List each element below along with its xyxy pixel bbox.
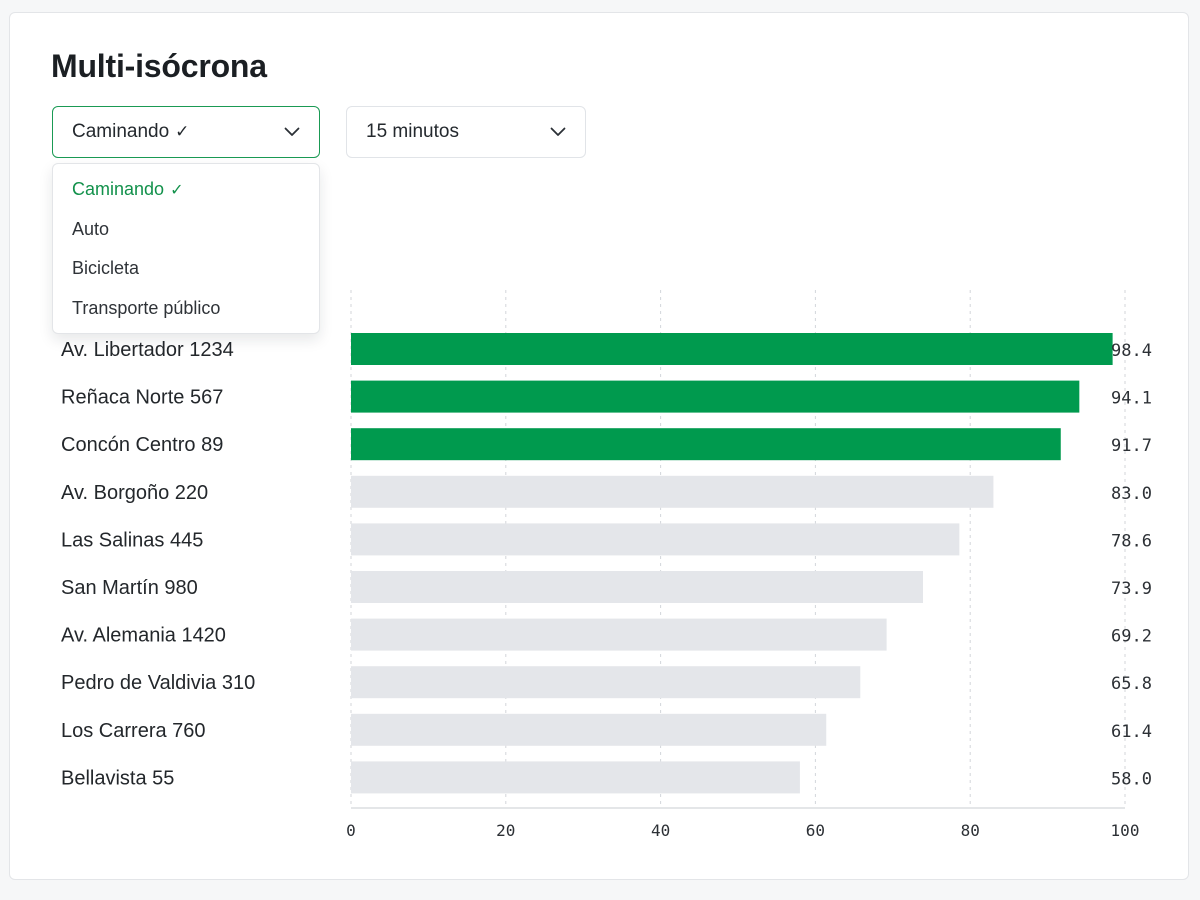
- x-tick-label: 20: [496, 821, 515, 840]
- bar: [351, 571, 923, 603]
- bar: [351, 761, 800, 794]
- value-label: 78.6: [1111, 531, 1152, 551]
- category-label: Los Carrera 760: [61, 720, 206, 742]
- travel-mode-menu: Caminando ✓ Auto Bicicleta Transporte púb…: [52, 163, 320, 334]
- x-tick-label: 60: [806, 821, 825, 840]
- x-tick-label: 80: [961, 821, 980, 840]
- time-value: 15 minutos: [366, 121, 459, 142]
- category-label: Av. Borgoño 220: [61, 482, 208, 504]
- value-label: 94.1: [1111, 389, 1152, 409]
- value-label: 65.8: [1111, 674, 1152, 694]
- category-label: Concón Centro 89: [61, 434, 223, 456]
- x-tick-label: 0: [346, 821, 356, 840]
- check-icon: ✓: [175, 122, 190, 141]
- check-icon: ✓: [170, 181, 184, 199]
- bar: [351, 333, 1113, 365]
- value-label: 69.2: [1111, 627, 1152, 647]
- time-dropdown[interactable]: 15 minutos: [346, 106, 586, 158]
- bar: [351, 618, 887, 651]
- value-label: 98.4: [1111, 341, 1152, 361]
- category-label: San Martín 980: [61, 577, 198, 599]
- bar: [351, 523, 960, 556]
- value-label: 61.4: [1111, 722, 1152, 742]
- travel-mode-value: Caminando: [72, 121, 170, 142]
- menu-item-transporte-publico[interactable]: Transporte público: [53, 289, 319, 329]
- category-label: Av. Libertador 1234: [61, 339, 234, 361]
- value-label: 58.0: [1111, 769, 1152, 789]
- bar: [351, 428, 1061, 461]
- bar: [351, 666, 861, 699]
- menu-item-label: Transporte público: [72, 297, 221, 318]
- category-label: Reñaca Norte 567: [61, 387, 223, 409]
- value-label: 73.9: [1111, 579, 1152, 599]
- value-label: 91.7: [1111, 436, 1152, 456]
- page-title: Multi-isócrona: [51, 48, 267, 84]
- menu-item-auto[interactable]: Auto: [53, 210, 319, 250]
- travel-mode-dropdown[interactable]: Caminando ✓: [52, 106, 320, 158]
- x-tick-label: 100: [1111, 821, 1140, 840]
- value-label: 83.0: [1111, 484, 1152, 504]
- x-tick-label: 40: [651, 821, 670, 840]
- menu-item-caminando[interactable]: Caminando ✓: [53, 170, 319, 210]
- category-label: Bellavista 55: [61, 767, 174, 789]
- category-label: Pedro de Valdivia 310: [61, 672, 255, 694]
- category-label: Av. Alemania 1420: [61, 625, 226, 647]
- menu-item-label: Auto: [72, 218, 110, 239]
- bar: [351, 380, 1080, 413]
- bar: [351, 475, 994, 508]
- chevron-down-icon: [283, 123, 301, 141]
- travel-mode-selected: Caminando ✓: [72, 121, 283, 143]
- category-label: Las Salinas 445: [61, 529, 203, 551]
- chevron-down-icon: [549, 123, 567, 141]
- bar: [351, 713, 827, 746]
- menu-item-bicicleta[interactable]: Bicicleta: [53, 249, 319, 289]
- menu-item-label: Bicicleta: [72, 258, 140, 279]
- menu-item-label: Caminando: [72, 179, 165, 200]
